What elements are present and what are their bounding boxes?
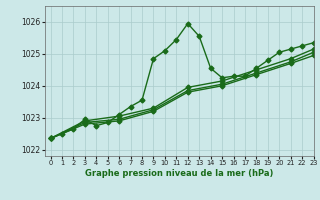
X-axis label: Graphe pression niveau de la mer (hPa): Graphe pression niveau de la mer (hPa) xyxy=(85,169,273,178)
